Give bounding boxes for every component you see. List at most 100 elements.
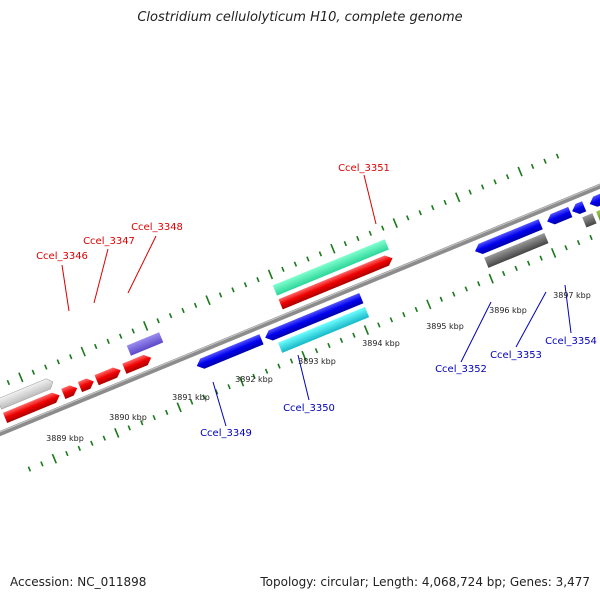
minor-tick <box>564 245 568 251</box>
minor-tick <box>443 199 447 206</box>
minor-tick <box>414 306 419 313</box>
minor-tick <box>214 389 219 395</box>
gene-ccel-3347 <box>77 378 94 393</box>
gene-small-blue <box>572 201 587 215</box>
major-tick <box>80 346 86 357</box>
minor-tick <box>202 394 206 400</box>
minor-tick <box>6 379 11 386</box>
minor-tick <box>44 364 48 370</box>
minor-tick <box>277 363 281 369</box>
minor-tick <box>526 260 531 266</box>
minor-tick <box>452 291 456 297</box>
kbp-label-3894: 3894 kbp <box>362 339 400 348</box>
minor-tick <box>530 163 535 170</box>
minor-tick <box>555 153 560 159</box>
minor-tick <box>293 261 298 267</box>
gene-light-grey <box>0 378 54 410</box>
minor-tick <box>77 445 82 452</box>
kbp-label-3896: 3896 kbp <box>489 306 527 315</box>
gene-red-small <box>94 367 121 386</box>
major-tick <box>267 269 274 280</box>
minor-tick <box>156 318 160 324</box>
gene-red-left <box>3 392 60 423</box>
minor-tick <box>318 251 323 257</box>
label-ccel-3351: Ccel_3351 <box>338 163 390 174</box>
gene-labels: Ccel_3346 Ccel_3347 Ccel_3348 Ccel_3351 … <box>36 163 597 439</box>
minor-tick <box>505 174 510 180</box>
gene-ccel-3352-grey <box>484 232 549 268</box>
minor-tick <box>514 265 518 271</box>
minor-tick <box>65 450 69 457</box>
leader-ccel-3348 <box>127 235 157 294</box>
gene-ccel-3352 <box>475 219 543 255</box>
minor-tick <box>256 276 260 283</box>
minor-tick <box>543 158 547 164</box>
minor-tick <box>306 256 310 262</box>
label-ccel-3347: Ccel_3347 <box>83 236 135 247</box>
minor-tick <box>477 281 481 287</box>
minor-tick <box>131 328 135 334</box>
kbp-label-3897: 3897 kbp <box>553 291 591 300</box>
major-tick <box>330 243 336 254</box>
minor-tick <box>231 287 235 293</box>
minor-tick <box>40 461 44 467</box>
leader-ccel-3352 <box>460 301 492 363</box>
minor-tick <box>56 359 60 365</box>
minor-tick <box>381 225 385 231</box>
minor-tick <box>264 368 269 374</box>
minor-tick <box>27 466 32 472</box>
minor-tick <box>94 343 98 350</box>
major-tick <box>176 402 182 413</box>
minus-tick-row <box>27 234 593 472</box>
minor-tick <box>281 266 285 272</box>
minor-tick <box>431 204 435 211</box>
minor-tick <box>377 322 381 328</box>
kbp-label-3895: 3895 kbp <box>426 322 464 331</box>
kbp-label-3892: 3892 kbp <box>235 375 273 384</box>
leader-ccel-3346 <box>61 264 70 312</box>
minor-tick <box>165 409 169 416</box>
minor-tick <box>106 338 110 344</box>
major-tick <box>488 273 494 284</box>
gene-ccel-3351-green <box>272 239 389 296</box>
minor-tick <box>227 384 231 390</box>
label-ccel-3346: Ccel_3346 <box>36 251 88 262</box>
minor-tick <box>368 230 373 236</box>
label-ccel-3354: Ccel_3354 <box>545 336 597 347</box>
minor-tick <box>243 282 248 288</box>
major-tick <box>550 248 557 258</box>
minor-tick <box>356 235 360 242</box>
major-tick <box>363 325 370 336</box>
minor-tick <box>289 358 294 364</box>
genome-summary-text: Topology: circular; Length: 4,068,724 bp… <box>260 575 590 589</box>
gene-ccel-3349b <box>265 293 364 341</box>
minor-tick <box>168 313 173 319</box>
leader-ccel-3350 <box>297 354 310 401</box>
leader-ccel-3354 <box>564 284 572 334</box>
minor-tick <box>90 440 94 446</box>
kbp-label-3891: 3891 kbp <box>172 393 210 402</box>
minor-tick <box>152 414 156 421</box>
major-tick <box>205 295 211 306</box>
minor-tick <box>118 333 123 339</box>
major-tick <box>426 299 432 310</box>
minor-tick <box>127 425 131 431</box>
minor-tick <box>468 189 472 195</box>
gene-ccel-3346 <box>61 385 78 399</box>
major-tick <box>114 428 120 438</box>
label-ccel-3353: Ccel_3353 <box>490 350 542 361</box>
minor-tick <box>406 215 410 221</box>
major-tick <box>143 320 149 331</box>
minor-tick <box>343 240 348 247</box>
minor-tick <box>102 435 106 441</box>
accession-text: Accession: NC_011898 <box>10 575 147 589</box>
minor-tick <box>352 332 356 338</box>
major-tick <box>301 350 307 361</box>
minor-tick <box>389 317 394 323</box>
minor-tick <box>193 302 198 308</box>
minor-tick <box>480 184 485 190</box>
minor-tick <box>252 373 256 380</box>
label-ccel-3349: Ccel_3349 <box>200 428 252 439</box>
gene-ccel-3351-main <box>278 255 393 310</box>
minor-tick <box>576 240 581 246</box>
